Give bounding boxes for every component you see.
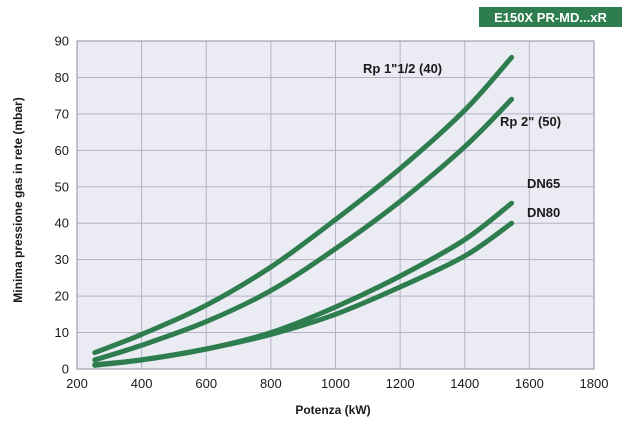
x-tick-label: 600 [195, 376, 217, 391]
y-tick-label: 90 [55, 34, 69, 49]
y-tick-label: 10 [55, 325, 69, 340]
x-tick-label: 1200 [386, 376, 415, 391]
y-tick-label: 20 [55, 289, 69, 304]
x-tick-label: 1800 [580, 376, 609, 391]
y-tick-label: 50 [55, 179, 69, 194]
y-tick-label: 80 [55, 70, 69, 85]
product-badge-background [479, 7, 622, 27]
series-label-rp-2-50: Rp 2" (50) [500, 114, 561, 129]
y-tick-label: 60 [55, 143, 69, 158]
y-axis-title: Minima pressione gas in rete (mbar) [11, 97, 25, 302]
series-line-dn80 [92, 220, 515, 368]
y-tick-label: 70 [55, 106, 69, 121]
series-label-dn65: DN65 [527, 176, 560, 191]
x-tick-label: 1400 [450, 376, 479, 391]
x-tick-label: 200 [66, 376, 88, 391]
series-line-rp-2-50 [92, 96, 515, 363]
series-label-rp-1-1-2-40: Rp 1"1/2 (40) [363, 61, 442, 76]
y-tick-label: 0 [62, 362, 69, 377]
tick-labels: 200 400 600 800 1000 1200 1400 1600 1800 0 10 20 30 4… [55, 34, 609, 392]
product-badge-text: E150X PR-MD...xR [494, 10, 607, 25]
series-label-dn80: DN80 [527, 205, 560, 220]
x-tick-label: 800 [260, 376, 282, 391]
series-layer [92, 54, 515, 368]
y-tick-label: 30 [55, 252, 69, 267]
series-labels: Rp 1"1/2 (40) Rp 2" (50) DN65 DN80 [363, 61, 561, 220]
x-tick-label: 1600 [515, 376, 544, 391]
product-badge: E150X PR-MD...xR [479, 7, 622, 27]
grid [76, 40, 595, 370]
x-axis-title: Potenza (kW) [295, 403, 370, 417]
y-tick-label: 40 [55, 216, 69, 231]
series-line-rp-1-1-2-40 [92, 54, 515, 356]
plot-border [76, 40, 595, 370]
x-tick-label: 1000 [321, 376, 350, 391]
x-tick-label: 400 [131, 376, 153, 391]
